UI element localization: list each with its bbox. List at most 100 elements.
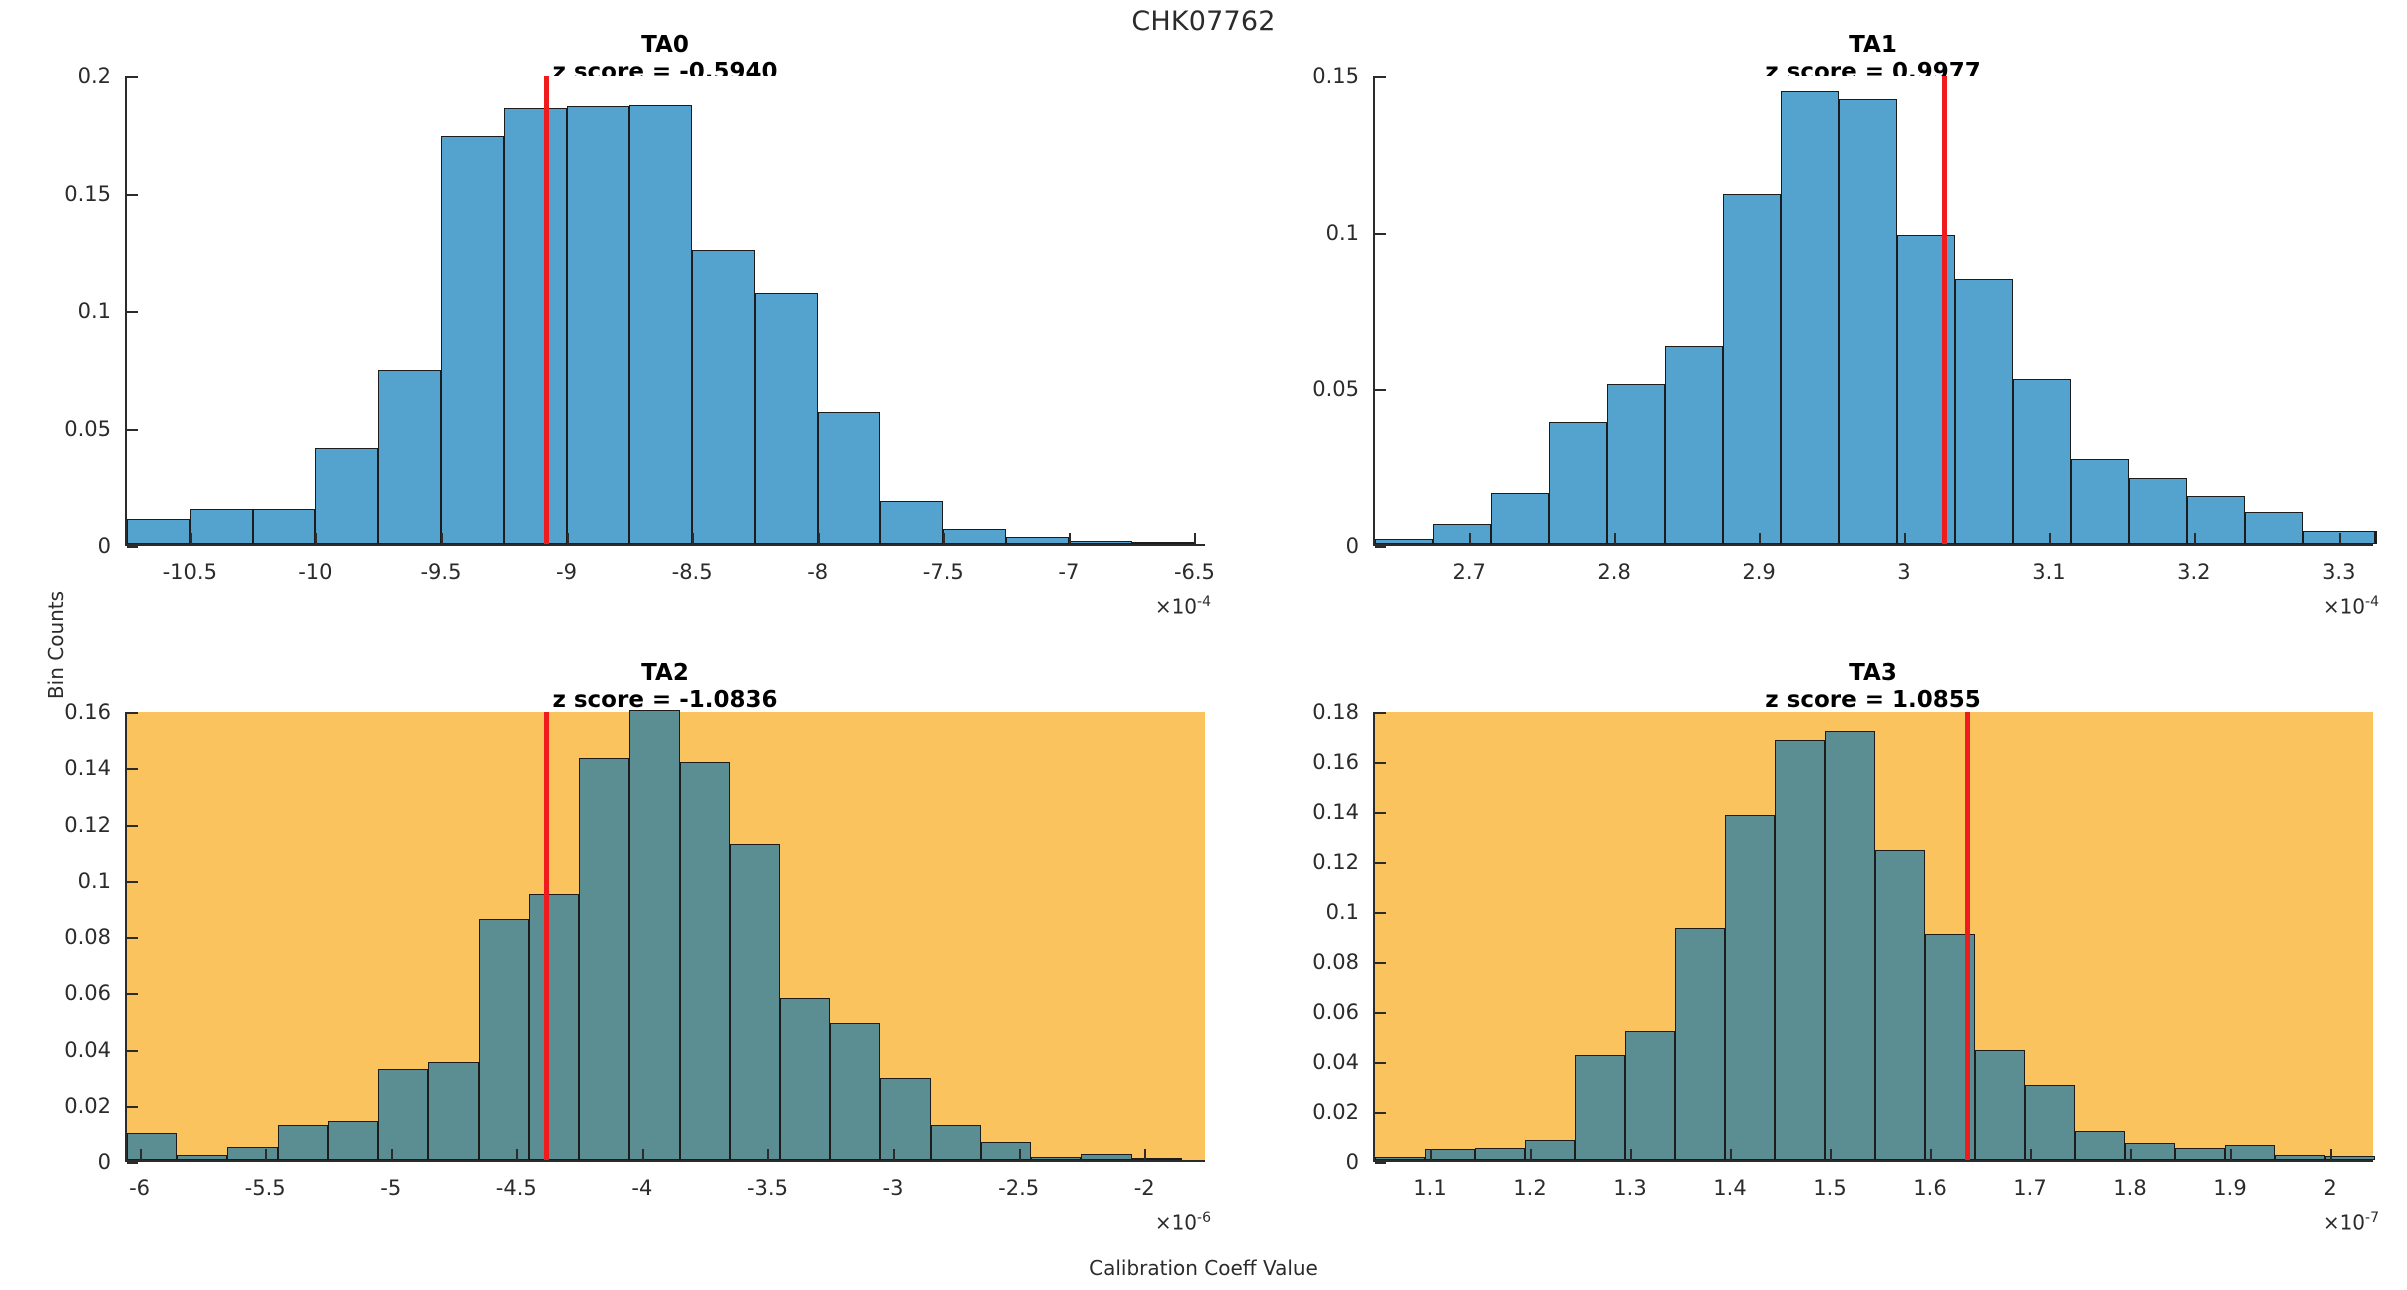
histogram-bar: [817, 412, 881, 544]
x-tick-mark: [1903, 533, 1906, 544]
x-tick-label: 1.1: [1413, 1176, 1447, 1200]
zscore-marker-line: [1964, 712, 1970, 1160]
histogram-bar: [629, 104, 693, 544]
histogram-bar: [1131, 542, 1195, 544]
x-tick-mark: [566, 533, 569, 544]
x-tick-label: 1.2: [1513, 1176, 1547, 1200]
histogram-bar: [127, 519, 190, 544]
histogram-bar: [780, 998, 831, 1160]
histogram-bar: [315, 447, 379, 544]
histogram-bar: [2175, 1147, 2225, 1160]
x-axis-exponent-power: -7: [2365, 1210, 2379, 1226]
x-tick-label: -2.5: [998, 1176, 1040, 1200]
histogram-bar: [692, 250, 755, 544]
x-tick-label: 1.5: [1813, 1176, 1847, 1200]
x-axis-exponent: ×10-4: [2323, 594, 2379, 619]
histogram-bar: [930, 1125, 981, 1160]
y-tick-label: 0.16: [64, 700, 111, 724]
subplot-title-ta2: TA2 z score = -1.0836: [125, 660, 1205, 714]
x-tick-label: 2.7: [1452, 560, 1486, 584]
x-tick-label: 2.9: [1742, 560, 1776, 584]
x-tick-mark: [1830, 1149, 1832, 1160]
y-tick-mark: [1375, 812, 1386, 814]
y-tick-mark: [1375, 389, 1386, 392]
x-tick-label: 2.8: [1597, 560, 1631, 584]
y-tick-mark: [1375, 76, 1386, 78]
x-tick-mark: [1930, 1149, 1932, 1160]
histogram-bar: [177, 1154, 228, 1160]
x-axis-exponent-power: -4: [2365, 594, 2379, 610]
x-tick-mark: [265, 1149, 268, 1160]
subplot-zscore-ta3: z score = 1.0855: [1765, 687, 1981, 714]
histogram-bar: [629, 710, 680, 1160]
y-tick-label: 0.1: [1325, 900, 1359, 924]
histogram-bar: [980, 1141, 1032, 1160]
zscore-marker-line: [543, 712, 549, 1160]
x-tick-mark: [390, 1149, 393, 1160]
x-tick-mark: [1194, 533, 1197, 544]
histogram-bar: [2302, 530, 2375, 544]
histogram-bar: [528, 893, 580, 1160]
histogram-bar: [2325, 1155, 2375, 1160]
histogram-bar: [880, 1078, 931, 1160]
x-tick-mark: [440, 533, 443, 544]
x-tick-mark: [943, 533, 946, 544]
x-tick-label: 2: [2323, 1176, 2337, 1200]
histogram-bar: [2012, 378, 2071, 544]
subplot-title-ta3: TA3 z score = 1.0855: [1373, 660, 2373, 714]
histogram-bar: [478, 918, 529, 1160]
x-tick-mark: [1530, 1149, 1532, 1160]
x-tick-label: -5: [380, 1176, 402, 1200]
histogram-bar: [1525, 1140, 1575, 1160]
histogram-bar: [1475, 1147, 1525, 1160]
x-tick-mark: [1469, 533, 1472, 544]
x-tick-label: -3.5: [746, 1176, 788, 1200]
x-tick-mark: [1630, 1149, 1632, 1160]
histogram-bar: [2128, 478, 2187, 544]
y-tick-mark: [127, 824, 138, 827]
histogram-bar: [830, 1023, 881, 1160]
x-tick-mark: [1759, 533, 1762, 544]
x-tick-label: 3.3: [2322, 560, 2356, 584]
y-tick-label: 0.06: [64, 981, 111, 1006]
histogram-bar: [189, 508, 253, 544]
histogram-bar: [1722, 193, 1781, 544]
figure-x-axis-label: Calibration Coeff Value: [1089, 1256, 1318, 1280]
y-tick-mark: [1375, 546, 1386, 548]
y-tick-label: 0.16: [1312, 750, 1359, 774]
x-tick-label: -2: [1133, 1176, 1155, 1200]
y-tick-label: 0.18: [1312, 700, 1359, 724]
axes-ta2: 0 0.02 0.04 0.06 0.08 0.1 0.12 0.14 0.16 -6 -5.5 -5…: [64, 700, 1211, 1235]
x-tick-label: 3.2: [2177, 560, 2211, 584]
y-tick-mark: [127, 546, 138, 548]
x-tick-mark: [641, 1149, 644, 1160]
histogram-bar: [880, 500, 944, 544]
histogram-bar: [566, 105, 630, 544]
x-axis-exponent: ×10-7: [2323, 1210, 2379, 1235]
histogram-bar: [1068, 541, 1132, 544]
y-tick-mark: [127, 428, 138, 431]
histogram-bar: [1548, 422, 1607, 544]
x-tick-mark: [1144, 1149, 1147, 1160]
plot-area-ta2: [127, 710, 1205, 1160]
histogram-bar: [1131, 1158, 1182, 1160]
histogram-bar: [428, 1062, 479, 1160]
x-tick-label: -9: [556, 560, 578, 584]
x-axis-exponent-base: ×10: [2322, 1210, 2366, 1235]
y-tick-mark: [1375, 1012, 1386, 1014]
histogram-bar: [679, 762, 730, 1160]
y-tick-label: 0.15: [64, 181, 111, 206]
histogram-bar: [378, 1068, 429, 1160]
x-tick-mark: [2130, 1149, 2132, 1160]
x-tick-mark: [893, 1149, 896, 1160]
x-axis-exponent-base: ×10: [1154, 594, 1198, 619]
y-tick-mark: [1375, 1162, 1386, 1164]
histogram-bar: [2070, 458, 2129, 544]
y-tick-label: 0.12: [1312, 850, 1359, 874]
figure-y-axis-label: Bin Counts: [44, 590, 69, 700]
y-tick-mark: [127, 1049, 138, 1052]
y-tick-mark: [127, 993, 138, 996]
x-axis-exponent: ×10-6: [1155, 1210, 1211, 1235]
